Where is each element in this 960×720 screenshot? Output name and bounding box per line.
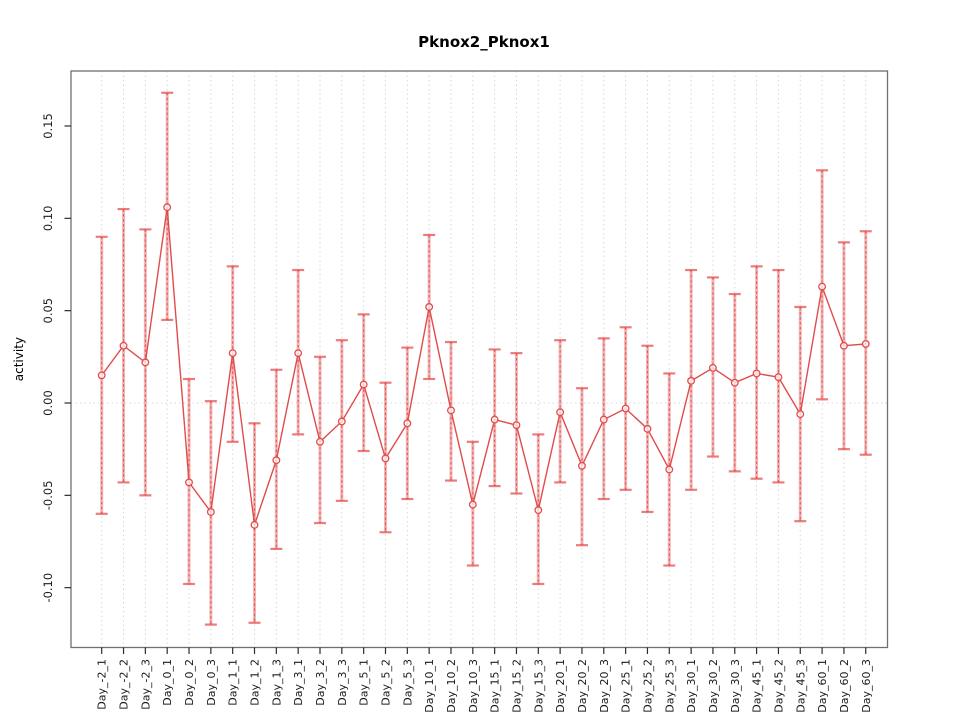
data-point-marker	[490, 415, 499, 424]
y-tick-label: -0.05	[41, 480, 55, 510]
data-point-marker	[839, 341, 848, 350]
x-tick-label: Day_25_1	[620, 659, 633, 713]
data-point-marker	[512, 421, 521, 430]
x-tick-label: Day_10_3	[467, 659, 480, 713]
data-point-marker	[708, 363, 717, 372]
x-tick-label: Day_-2_1	[96, 659, 109, 710]
x-tick-label: Day_15_3	[532, 659, 545, 713]
data-point-marker	[185, 478, 193, 487]
data-point-marker	[861, 339, 870, 348]
x-tick-label: Day_3_3	[336, 659, 349, 706]
data-point-marker	[468, 500, 477, 509]
x-tick-label: Day_1_3	[270, 659, 283, 706]
x-tick-label: Day_45_1	[751, 659, 764, 713]
data-point-marker	[752, 369, 761, 378]
x-tick-label: Day_5_2	[379, 659, 392, 706]
x-tick-label: Day_20_1	[554, 659, 567, 713]
data-point-marker	[687, 376, 696, 385]
chart-title: Pknox2_Pknox1	[418, 33, 550, 51]
x-tick-label: Day_5_1	[358, 659, 371, 706]
data-point-marker	[141, 358, 150, 367]
data-point-marker	[337, 417, 346, 426]
y-tick-label: 0.00	[41, 390, 55, 416]
x-tick-label: Day_30_2	[707, 659, 720, 713]
data-point-marker	[316, 437, 324, 446]
x-tick-label: Day_30_1	[685, 659, 698, 713]
x-tick-label: Day_0_1	[161, 659, 174, 706]
data-point-marker	[730, 378, 739, 387]
x-tick-label: Day_1_1	[227, 659, 240, 706]
x-tick-label: Day_60_1	[816, 659, 829, 713]
data-point-marker	[665, 465, 674, 474]
x-tick-label: Day_15_2	[510, 659, 523, 713]
x-tick-label: Day_25_3	[663, 659, 676, 713]
x-tick-label: Day_10_1	[423, 659, 436, 713]
data-point-marker	[578, 461, 586, 470]
y-axis-title: activity	[6, 71, 32, 648]
series-line	[101, 207, 866, 526]
x-tick-label: Day_-2_3	[139, 659, 152, 710]
data-point-marker	[403, 419, 412, 428]
x-tick-label: Day_3_2	[314, 659, 327, 706]
data-point-marker	[359, 380, 368, 389]
data-point-marker	[425, 303, 434, 311]
data-point-marker	[119, 341, 128, 350]
x-tick-label: Day_3_1	[292, 659, 305, 706]
data-point-marker	[381, 454, 390, 463]
data-point-marker	[643, 424, 652, 433]
data-point-marker	[621, 404, 630, 413]
x-tick-label: Day_10_2	[445, 659, 458, 713]
data-point-marker	[447, 406, 455, 415]
x-tick-label: Day_0_3	[205, 659, 218, 706]
data-point-marker	[599, 415, 608, 424]
y-axis-title-text: activity	[12, 337, 26, 382]
x-tick-label: Day_60_2	[838, 659, 851, 713]
x-tick-label: Day_25_2	[641, 659, 654, 713]
data-point-marker	[534, 506, 543, 515]
x-tick-label: Day_0_2	[183, 659, 196, 706]
x-tick-label: Day_5_3	[401, 659, 414, 706]
x-tick-label: Day_60_3	[860, 659, 873, 713]
x-tick-label: Day_-2_2	[118, 659, 131, 710]
data-point-marker	[796, 410, 805, 419]
data-point-marker	[294, 349, 303, 358]
y-tick-label: 0.10	[41, 206, 55, 232]
x-tick-label: Day_15_1	[489, 659, 502, 713]
y-tick-label: 0.15	[41, 113, 55, 139]
data-point-marker	[774, 373, 783, 382]
data-point-marker	[250, 520, 259, 529]
x-tick-label: Day_45_2	[772, 659, 785, 713]
data-point-marker	[818, 282, 827, 291]
x-tick-label: Day_20_3	[598, 659, 611, 713]
x-tick-label: Day_30_3	[729, 659, 742, 713]
y-tick-label: 0.05	[41, 298, 55, 324]
x-tick-label: Day_20_2	[576, 659, 589, 713]
x-tick-label: Day_45_3	[794, 659, 807, 713]
data-point-marker	[228, 349, 237, 358]
y-tick-label: -0.10	[41, 573, 55, 603]
data-point-marker	[272, 456, 281, 465]
x-tick-label: Day_1_2	[249, 659, 262, 706]
data-point-marker	[556, 408, 565, 417]
data-point-marker	[163, 203, 172, 212]
plot-border	[70, 70, 889, 649]
data-point-marker	[97, 371, 106, 380]
data-point-marker	[206, 508, 215, 516]
